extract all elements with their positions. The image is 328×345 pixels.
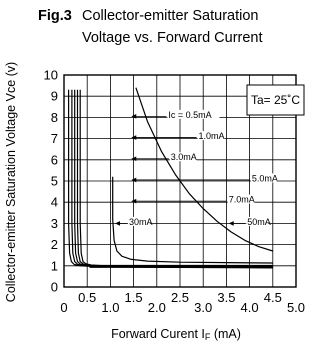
x-tick-label: 2.0 (148, 300, 166, 315)
annotation-bg (197, 131, 225, 141)
annotation-label: 1.0mA (199, 131, 225, 141)
annotation-label: 50mA (247, 217, 271, 227)
annotation-label: 3.0mA (171, 152, 197, 162)
series-line (112, 176, 273, 264)
y-tick-label: 0 (51, 280, 58, 295)
annotation-arrowhead (115, 221, 121, 226)
x-tick-label: 4.5 (264, 290, 282, 305)
annotation-arrowhead (131, 114, 137, 119)
x-tick-label: 3.5 (217, 290, 235, 305)
y-tick-label: 8 (51, 110, 58, 125)
y-tick-label: 6 (51, 152, 58, 167)
annotations: Ic = 0.5mA 1.0mA 3.0mA 5.0mA 7.0mA 30mA 50mA (115, 109, 278, 227)
annotation-label: 7.0mA (229, 195, 255, 205)
y-tick-label: 1 (51, 258, 58, 273)
annotation-bg (246, 216, 269, 226)
annotation-arrowhead (131, 135, 137, 140)
y-tick-label: 3 (51, 216, 58, 231)
figure-number: Fig.3 (38, 8, 72, 24)
annotation-arrowhead (228, 221, 234, 226)
annotation-label: 30mA (129, 217, 153, 227)
x-tick-label: 0.5 (78, 290, 96, 305)
x-tick-label: 3.0 (194, 300, 212, 315)
annotation-bg (250, 173, 278, 183)
annotation-arrowhead (131, 156, 137, 162)
series-line (135, 87, 273, 252)
x-axis-label-unit: (mA) (210, 327, 241, 341)
x-tick-label: 5.0 (287, 300, 305, 315)
x-tick-label: 1.5 (125, 290, 143, 305)
annotation-bg (127, 216, 150, 226)
x-tick-label: 0 (60, 300, 67, 315)
condition-box: Ta= 25˚C (246, 84, 305, 116)
x-axis-label-main: Forward Curent I (111, 327, 205, 341)
plot-frame (63, 74, 297, 288)
figure-title-line1: Collector-emitter Saturation (82, 8, 259, 24)
figure-title-line2: Voltage vs. Forward Current (82, 30, 263, 46)
y-tick-label: 10 (44, 68, 58, 83)
y-tick-label: 7 (51, 131, 58, 146)
annotation-arrowhead (131, 198, 137, 204)
x-tick-label: 2.5 (171, 290, 189, 305)
series-lines (67, 87, 273, 269)
annotation-bg (169, 152, 197, 162)
y-axis-label: Collector-emitter Saturation Voltage Vce… (4, 62, 18, 302)
y-tick-label: 9 (51, 89, 58, 104)
annotation-label: 5.0mA (252, 173, 278, 183)
y-tick-label: 2 (51, 237, 58, 252)
y-tick-label: 4 (51, 195, 58, 210)
condition-label: Ta= 25˚C (251, 93, 300, 107)
y-tick-label: 5 (51, 174, 58, 189)
x-tick-label: 4.0 (241, 300, 259, 315)
x-axis-label-sub: F (205, 332, 211, 342)
annotation-label: Ic = 0.5mA (168, 110, 211, 120)
x-axis-label: Forward Curent IF (mA) (111, 327, 241, 342)
annotation-arrowhead (131, 177, 137, 183)
annotation-bg (167, 109, 220, 119)
tick-labels: 0 0.5 1.0 1.5 2.0 2.5 3.0 3.5 4.0 4.5 5.0 0 1 2 3 4 5 6 7 8… (44, 68, 306, 316)
annotation-bg (227, 194, 255, 204)
x-tick-label: 1.0 (101, 300, 119, 315)
